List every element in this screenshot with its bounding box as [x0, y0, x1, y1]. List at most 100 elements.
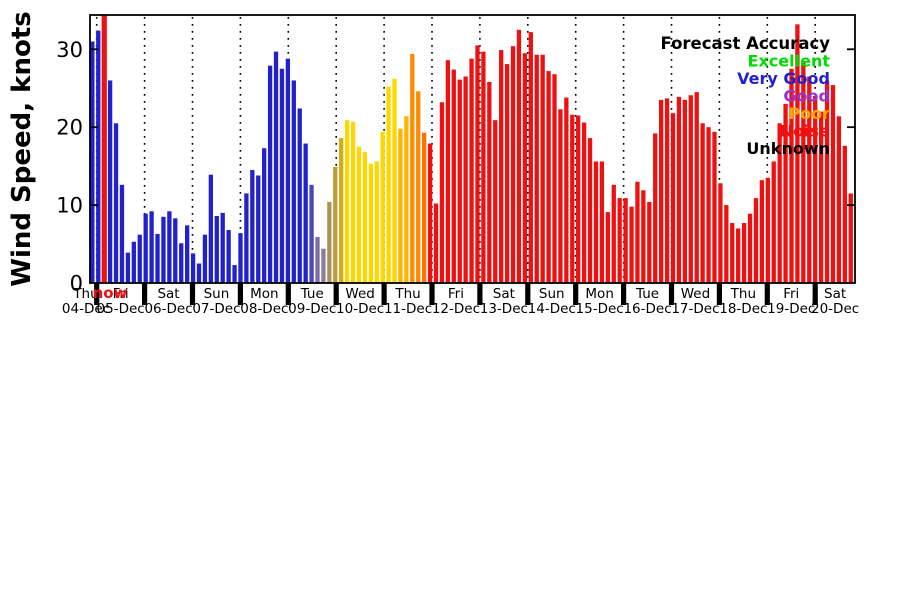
wind-speed-bar: [516, 29, 522, 284]
wind-speed-bar: [510, 46, 516, 283]
day-label: Fri: [448, 286, 464, 302]
wind-speed-bar: [185, 225, 190, 283]
wind-speed-bar: [670, 113, 676, 284]
y-tick-label: 20: [56, 116, 83, 140]
wind-speed-bar: [813, 96, 818, 283]
wind-speed-bar: [747, 213, 753, 283]
wind-speed-bar: [659, 99, 664, 283]
wind-speed-bar: [410, 53, 415, 283]
date-label: 06-Dec: [144, 301, 192, 317]
wind-speed-bar: [362, 152, 368, 283]
wind-speed-bar: [641, 190, 646, 283]
day-tick: [189, 283, 196, 305]
plot-frame: [89, 14, 856, 284]
wind-speed-bar: [706, 127, 711, 284]
wind-speed-bar: [90, 41, 95, 283]
wind-speed-bar: [581, 122, 587, 283]
date-label: 14-Dec: [528, 301, 576, 317]
wind-speed-bar: [653, 133, 658, 283]
day-label: Fri: [783, 286, 799, 302]
wind-speed-bar: [202, 234, 208, 283]
wind-speed-bar: [119, 184, 125, 283]
y-tick-label: 30: [56, 38, 83, 62]
day-label: Wed: [345, 286, 374, 302]
wind-speed-bar: [125, 252, 131, 283]
wind-speed-bar: [836, 116, 842, 283]
wind-speed-bar: [759, 180, 765, 283]
wind-speed-bar: [499, 50, 504, 284]
wind-speed-bar: [522, 53, 528, 283]
date-label: 09-Dec: [288, 301, 336, 317]
date-label: 15-Dec: [576, 301, 624, 317]
wind-speed-bar: [273, 51, 279, 284]
legend-entry-excellent: Excellent: [748, 52, 831, 71]
day-label: Thu: [730, 286, 756, 302]
wind-speed-bar: [380, 131, 385, 283]
wind-speed-bar: [771, 161, 776, 283]
date-label: 08-Dec: [240, 301, 288, 317]
wind-speed-bar: [208, 174, 213, 283]
wind-speed-bar: [416, 91, 421, 283]
day-tick: [668, 283, 675, 305]
wind-speed-bar: [392, 78, 397, 283]
wind-speed-bar: [801, 60, 806, 283]
wind-speed-bar: [368, 163, 373, 283]
day-tick: [525, 283, 531, 305]
wind-speed-bar: [291, 80, 296, 283]
wind-speed-bar: [818, 111, 824, 284]
wind-speed-bar: [848, 193, 853, 283]
wind-speed-bar: [333, 166, 338, 283]
wind-speed-bar: [149, 211, 154, 283]
y-tick-label: 0: [70, 272, 83, 296]
wind-speed-bar: [190, 253, 196, 283]
date-label: 16-Dec: [623, 301, 671, 317]
wind-speed-bar: [783, 103, 788, 283]
wind-speed-bar: [250, 170, 255, 283]
wind-speed-bar: [676, 96, 682, 283]
wind-speed-bar: [131, 241, 136, 283]
wind-speed-bar: [552, 74, 557, 283]
day-tick: [381, 283, 387, 305]
wind-speed-bar: [546, 71, 551, 284]
day-label: Mon: [250, 286, 278, 302]
wind-speed-bar: [297, 108, 302, 283]
wind-speed-bar: [398, 128, 403, 283]
wind-speed-bar: [155, 233, 160, 283]
wind-speed-bar: [285, 58, 291, 284]
day-label: Sat: [824, 286, 846, 302]
wind-speed-bar: [623, 198, 628, 283]
legend-entry-unknown: Unknown: [746, 139, 830, 158]
wind-speed-bar: [439, 102, 445, 283]
wind-speed-bar: [238, 233, 243, 283]
bars-group: [90, 24, 853, 284]
legend-title: Forecast Accuracy: [660, 34, 830, 53]
day-label: Tue: [300, 286, 324, 302]
now-label: now: [93, 284, 128, 302]
wind-speed-bar: [647, 201, 652, 283]
wind-speed-bar: [481, 51, 486, 284]
wind-speed-bar: [173, 218, 178, 283]
date-label: 05-Dec: [97, 301, 145, 317]
wind-speed-bar: [605, 212, 610, 283]
wind-speed-bar: [576, 115, 581, 283]
wind-speed-bar: [777, 123, 782, 283]
day-label: Sat: [157, 286, 179, 302]
wind-speed-bar: [493, 120, 498, 284]
day-label: Fri: [113, 286, 129, 302]
wind-speed-bar: [226, 230, 231, 283]
wind-speed-bar: [315, 237, 320, 283]
wind-speed-bar: [137, 234, 142, 283]
wind-speed-bar: [179, 243, 184, 283]
wind-speed-bar: [587, 138, 593, 283]
wind-speed-bar: [422, 132, 427, 283]
day-tick: [285, 283, 291, 305]
wind-speed-bar: [433, 203, 439, 283]
wind-speed-bar: [765, 177, 770, 283]
wind-speed-bar: [475, 45, 480, 283]
wind-speed-bar: [309, 184, 314, 283]
day-tick: [142, 283, 148, 305]
wind-speed-bar: [113, 123, 119, 283]
wind-speed-bar: [220, 212, 225, 283]
